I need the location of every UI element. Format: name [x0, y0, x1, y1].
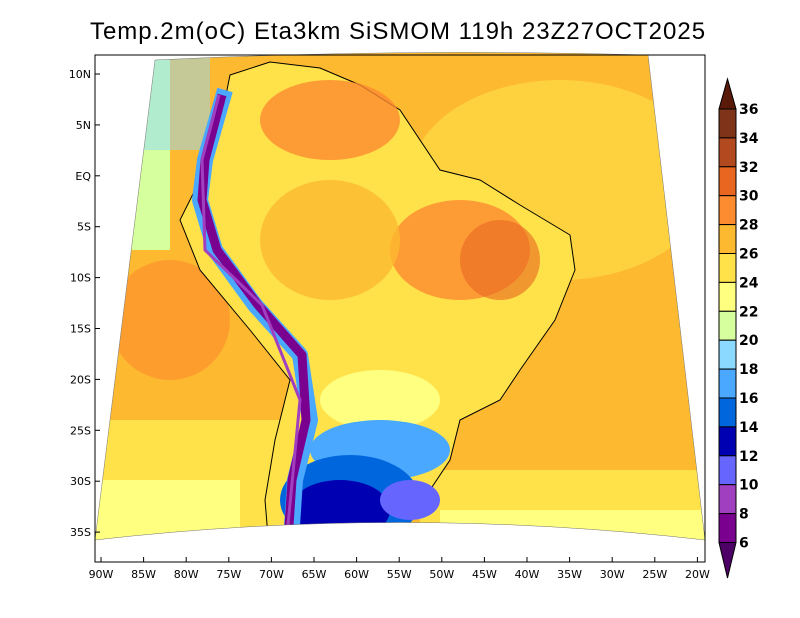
colorbar-label: 30	[739, 189, 759, 205]
lon-tick-label: 70W	[259, 568, 284, 581]
lon-tick-label: 60W	[344, 568, 369, 581]
south-america-land	[179, 61, 576, 540]
map-frame	[94, 54, 706, 563]
colorbar-label: 34	[739, 131, 759, 147]
lat-tick-label: 10S	[70, 272, 91, 285]
colorbar-segment	[718, 166, 737, 197]
lat-tick-label: 5S	[77, 221, 91, 234]
colorbar-label: 14	[739, 420, 759, 436]
lat-tick-label: 20S	[70, 373, 91, 386]
lon-tick-label: 85W	[131, 568, 156, 581]
colorbar-segment	[718, 195, 737, 226]
colorbar-segment	[718, 339, 737, 370]
lat-tick-label: 35S	[70, 526, 91, 539]
colorbar-segment	[718, 253, 737, 283]
longitude-axis: 90W 85W 80W 75W 70W 65W 60W 55W 50W 45W 40W 35W 30W 2…	[89, 557, 710, 581]
colorbar-label: 22	[739, 304, 758, 320]
lon-tick-label: 55W	[387, 568, 412, 581]
colorbar-segment	[718, 281, 737, 312]
colorbar-label: 10	[739, 478, 759, 494]
lon-tick-label: 80W	[174, 568, 199, 581]
lon-tick-label: 30W	[600, 568, 625, 581]
lat-tick-label: EQ	[75, 170, 91, 183]
colorbar-segment	[718, 368, 737, 399]
colorbar-label: 6	[739, 536, 749, 552]
lat-tick-label: 30S	[70, 475, 91, 488]
lat-tick-label: 15S	[70, 323, 91, 336]
colorbar-segment	[718, 397, 737, 428]
colorbar-over-arrow	[718, 77, 737, 110]
colorbar-label: 20	[739, 333, 759, 349]
lon-tick-label: 45W	[472, 568, 497, 581]
colorbar-segment	[718, 426, 737, 457]
lon-tick-label: 65W	[302, 568, 327, 581]
lat-tick-label: 5N	[76, 119, 91, 132]
colorbar-label: 24	[739, 275, 759, 291]
lon-tick-label: 50W	[429, 568, 454, 581]
colorbar-segment	[718, 224, 737, 255]
lon-tick-label: 90W	[89, 568, 114, 581]
colorbar-label: 18	[739, 362, 758, 378]
colorbar-label: 8	[739, 507, 749, 523]
lat-tick-label: 10N	[69, 68, 91, 81]
lon-tick-label: 75W	[216, 568, 241, 581]
colorbar-label: 12	[739, 449, 758, 465]
lat-tick-label: 25S	[70, 424, 91, 437]
colorbar-segment	[718, 455, 737, 486]
colorbar-segment	[718, 137, 737, 168]
colorbar-label: 28	[739, 218, 758, 234]
colorbar-segment	[718, 513, 737, 543]
colorbar-label: 36	[739, 102, 758, 118]
colorbar-segment	[718, 484, 737, 515]
temperature-field	[95, 52, 705, 540]
colorbar-segment	[718, 108, 737, 139]
lon-tick-label: 20W	[685, 568, 710, 581]
colorbar: 36 34 32 30 28 26 24 22 20 18 16 14 12 10 8 6	[718, 77, 759, 579]
colorbar-segment	[718, 310, 737, 341]
map-title: Temp.2m(oC) Eta3km SiSMOM 119h 23Z27OCT2…	[89, 18, 707, 45]
lon-tick-label: 40W	[515, 568, 540, 581]
colorbar-under-arrow	[718, 542, 737, 579]
lon-tick-label: 25W	[642, 568, 667, 581]
colorbar-label: 32	[739, 160, 758, 176]
colorbar-label: 26	[739, 247, 758, 263]
latitude-axis: 10N 5N EQ 5S 10S 15S 20S 25S 30S 35S	[69, 68, 100, 539]
lon-tick-label: 35W	[557, 568, 582, 581]
colorbar-label: 16	[739, 391, 758, 407]
